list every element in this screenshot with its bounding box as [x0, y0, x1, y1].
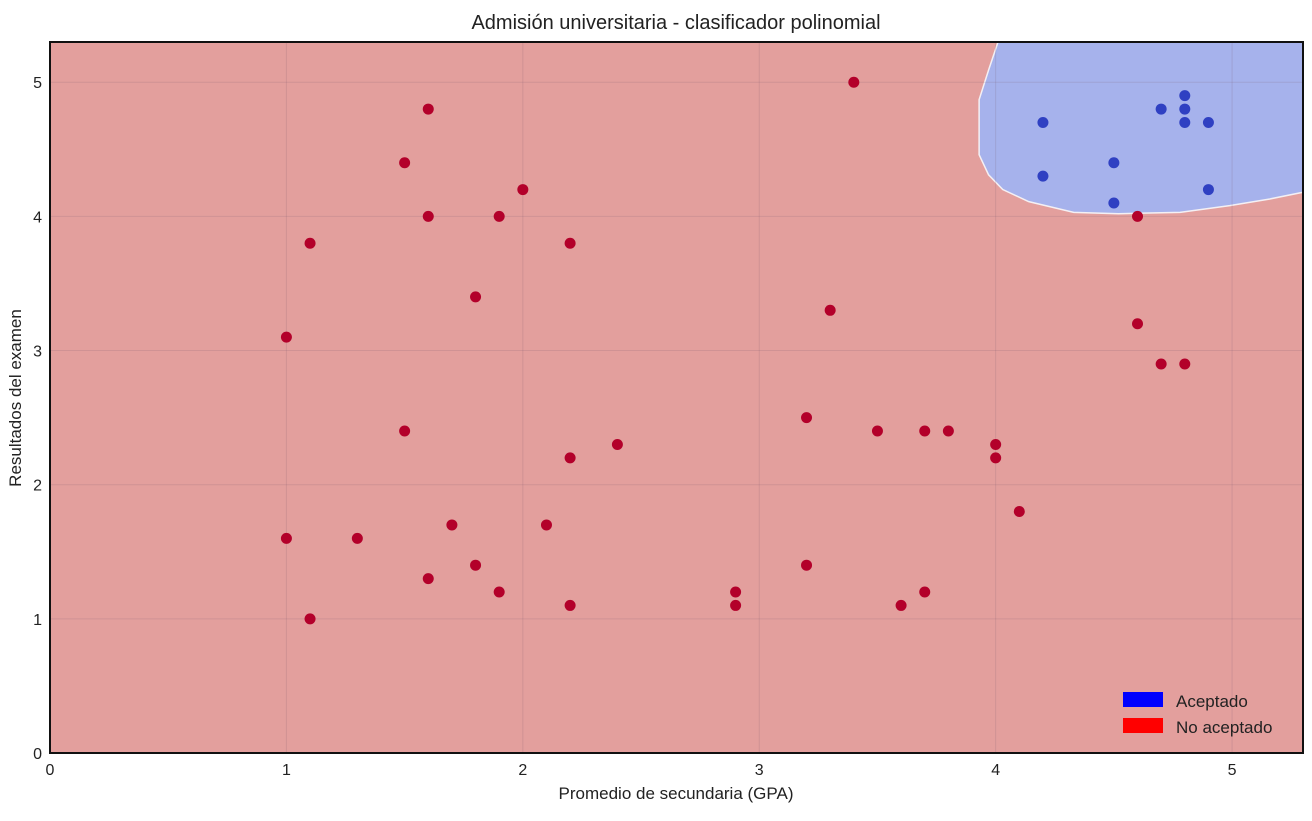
point-aceptado: [1179, 103, 1191, 115]
y-tick-label: 5: [33, 75, 42, 92]
point-no-aceptado: [990, 438, 1002, 450]
point-no-aceptado: [824, 304, 836, 316]
x-tick-label: 1: [282, 762, 291, 779]
legend-label-no-aceptado: No aceptado: [1176, 718, 1272, 737]
y-axis-label: Resultados del examen: [6, 309, 25, 487]
point-no-aceptado: [1132, 318, 1144, 330]
x-tick-label: 4: [991, 762, 1000, 779]
point-no-aceptado: [540, 519, 552, 531]
point-no-aceptado: [399, 157, 411, 169]
point-no-aceptado: [422, 103, 434, 115]
point-no-aceptado: [422, 573, 434, 585]
point-no-aceptado: [942, 425, 954, 437]
point-no-aceptado: [304, 613, 316, 625]
point-no-aceptado: [1179, 358, 1191, 370]
point-no-aceptado: [564, 599, 576, 611]
point-no-aceptado: [730, 586, 742, 598]
point-no-aceptado: [304, 237, 316, 249]
x-tick-label: 2: [518, 762, 527, 779]
y-tick-label: 3: [33, 344, 42, 361]
point-no-aceptado: [351, 532, 363, 544]
point-aceptado: [1037, 116, 1049, 128]
point-no-aceptado: [399, 425, 411, 437]
point-no-aceptado: [493, 586, 505, 598]
point-no-aceptado: [564, 237, 576, 249]
region-aceptado: [978, 41, 1304, 215]
point-no-aceptado: [564, 452, 576, 464]
point-no-aceptado: [1155, 358, 1167, 370]
y-tick-label: 4: [33, 209, 42, 226]
point-no-aceptado: [470, 559, 482, 571]
axis-ticks: 0 1 2 3 4 5 0 1 2 3 4 5: [33, 75, 1237, 779]
point-aceptado: [1179, 116, 1191, 128]
point-no-aceptado: [895, 599, 907, 611]
x-tick-label: 3: [755, 762, 764, 779]
point-no-aceptado: [470, 291, 482, 303]
chart-title: Admisión universitaria - clasificador po…: [471, 12, 880, 34]
legend-label-aceptado: Aceptado: [1176, 692, 1248, 711]
point-aceptado: [1202, 116, 1214, 128]
point-no-aceptado: [1013, 506, 1025, 518]
point-no-aceptado: [919, 425, 931, 437]
point-no-aceptado: [1132, 210, 1144, 222]
point-no-aceptado: [801, 559, 813, 571]
point-aceptado: [1108, 197, 1120, 209]
legend: Aceptado No aceptado: [1123, 692, 1272, 737]
plot-area: [49, 41, 1304, 754]
plot-frame: [49, 41, 1304, 754]
y-tick-label: 0: [33, 746, 42, 763]
point-no-aceptado: [919, 586, 931, 598]
point-no-aceptado: [446, 519, 458, 531]
point-no-aceptado: [730, 599, 742, 611]
point-aceptado: [1108, 157, 1120, 169]
y-tick-label: 1: [33, 612, 42, 629]
point-aceptado: [1179, 90, 1191, 102]
x-axis-label: Promedio de secundaria (GPA): [559, 784, 794, 803]
point-aceptado: [1202, 184, 1214, 196]
y-tick-label: 2: [33, 478, 42, 495]
legend-swatch-no-aceptado: [1123, 718, 1163, 733]
point-no-aceptado: [848, 76, 860, 88]
point-no-aceptado: [990, 452, 1002, 464]
point-no-aceptado: [280, 331, 292, 343]
point-no-aceptado: [517, 184, 529, 196]
point-no-aceptado: [422, 210, 434, 222]
point-no-aceptado: [493, 210, 505, 222]
point-no-aceptado: [871, 425, 883, 437]
x-tick-label: 5: [1228, 762, 1237, 779]
point-no-aceptado: [280, 532, 292, 544]
point-aceptado: [1155, 103, 1167, 115]
point-no-aceptado: [611, 438, 623, 450]
point-aceptado: [1037, 170, 1049, 182]
legend-swatch-aceptado: [1123, 692, 1163, 707]
point-no-aceptado: [801, 412, 813, 424]
x-tick-label: 0: [46, 762, 55, 779]
